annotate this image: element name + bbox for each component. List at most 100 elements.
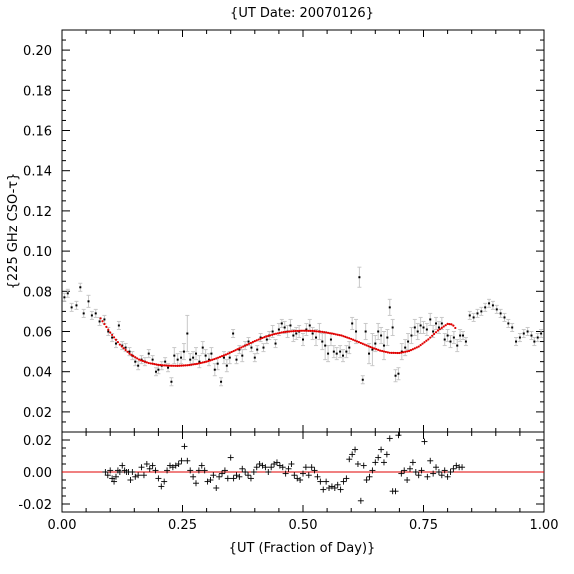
fit-curve-point xyxy=(375,348,378,351)
data-point xyxy=(259,336,262,339)
fit-curve-point xyxy=(365,344,368,347)
residual-point xyxy=(300,470,306,477)
data-point xyxy=(351,322,354,325)
fit-curve-point xyxy=(379,349,382,352)
error-bars xyxy=(62,266,544,387)
fit-curve-point xyxy=(201,361,204,364)
fit-curve-point xyxy=(165,364,168,367)
data-point xyxy=(397,372,400,375)
fit-curve-point xyxy=(105,325,108,328)
residual-point xyxy=(401,467,408,474)
fit-curve-point xyxy=(363,343,366,346)
fit-curve-point xyxy=(411,348,414,351)
x-tick-label: 1.00 xyxy=(530,518,559,533)
residual-point xyxy=(375,454,382,461)
data-point xyxy=(280,322,283,325)
residual-point xyxy=(360,462,367,469)
data-point xyxy=(225,364,228,367)
fit-curve-point xyxy=(373,347,376,350)
data-point xyxy=(391,326,394,329)
fit-curve-point xyxy=(436,329,440,332)
residual-point xyxy=(239,465,246,472)
data-point xyxy=(128,350,131,353)
data-point xyxy=(480,310,483,313)
data-point xyxy=(432,330,435,333)
residual-point xyxy=(227,454,234,461)
data-point xyxy=(410,334,413,337)
fit-curve-point xyxy=(280,331,283,334)
residual-point xyxy=(135,472,142,479)
data-point xyxy=(167,366,170,369)
fit-curve-point xyxy=(172,364,175,367)
fit-curve-point xyxy=(296,329,299,333)
data-point xyxy=(382,344,385,347)
residual-point xyxy=(236,473,243,480)
data-point xyxy=(407,340,410,343)
fit-curve-point xyxy=(409,349,413,352)
fit-curve-point xyxy=(348,337,351,340)
fit-curve xyxy=(99,317,457,367)
data-point xyxy=(262,346,265,349)
fit-curve-point xyxy=(325,331,328,334)
data-point xyxy=(176,358,179,361)
data-point xyxy=(124,346,127,349)
fit-curve-point xyxy=(143,360,147,363)
fit-curve-point xyxy=(423,341,426,344)
residual-point xyxy=(349,451,356,458)
data-point xyxy=(368,352,371,355)
fit-curve-point xyxy=(132,354,135,358)
data-point xyxy=(201,346,204,349)
fit-curve-point xyxy=(103,322,106,326)
fit-curve-point xyxy=(190,363,193,366)
fit-curve-point xyxy=(228,351,231,354)
residual-point xyxy=(343,475,350,482)
fit-curve-point xyxy=(392,351,395,354)
fit-curve-point xyxy=(338,334,341,337)
fit-curve-point xyxy=(417,345,420,348)
residual-point xyxy=(418,467,425,474)
residual-point xyxy=(253,464,260,471)
residual-point xyxy=(250,469,257,475)
fit-curve-point xyxy=(342,335,345,338)
fit-curve-point xyxy=(288,330,291,333)
fit-curve-point xyxy=(396,351,399,355)
fit-curve-point xyxy=(124,348,127,352)
residual-point xyxy=(104,472,111,479)
fit-curve-point xyxy=(350,337,353,341)
fit-curve-point xyxy=(151,362,154,365)
data-point xyxy=(484,306,487,309)
residual-point xyxy=(433,464,440,471)
fit-curve-point xyxy=(317,330,320,333)
x-tick-label: 0.75 xyxy=(409,518,438,533)
residual-point xyxy=(279,464,286,471)
fit-curve-point xyxy=(207,359,210,363)
fit-curve-point xyxy=(242,345,245,348)
fit-curve-point xyxy=(299,329,303,332)
residual-point xyxy=(247,475,254,482)
fit-curve-point xyxy=(193,363,197,366)
fit-curve-point xyxy=(180,364,183,367)
residual-point xyxy=(216,473,223,480)
fit-curve-point xyxy=(400,351,403,354)
residual-point xyxy=(346,456,353,463)
residual-point xyxy=(378,446,385,453)
y-tick-label: 0.10 xyxy=(23,245,52,260)
fit-curve-point xyxy=(330,332,334,335)
data-point xyxy=(265,338,268,341)
data-point xyxy=(250,346,253,349)
data-point xyxy=(468,314,471,317)
residual-point xyxy=(334,481,341,488)
data-point xyxy=(103,318,106,321)
fit-curve-point xyxy=(134,356,137,359)
residual-point xyxy=(119,462,126,469)
data-point xyxy=(173,354,176,357)
data-point xyxy=(154,370,157,373)
data-point xyxy=(394,374,397,377)
fit-curve-point xyxy=(114,338,118,341)
fit-curve-point xyxy=(263,336,266,339)
residual-point xyxy=(201,467,208,474)
residual-point xyxy=(430,470,437,477)
residual-point xyxy=(245,472,252,479)
data-point xyxy=(459,334,462,337)
data-point xyxy=(499,312,502,315)
